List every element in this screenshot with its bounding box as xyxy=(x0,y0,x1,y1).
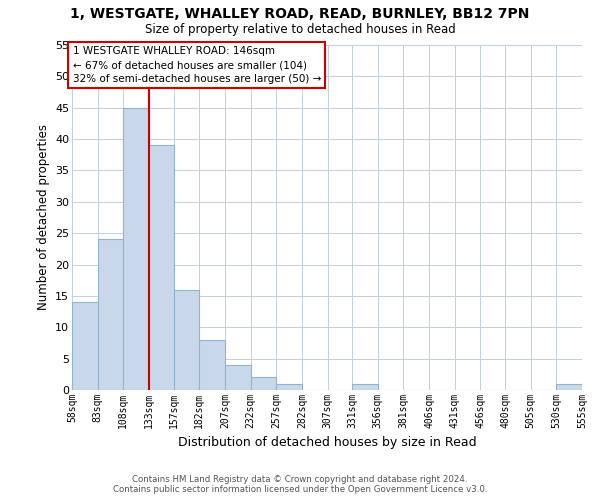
Bar xyxy=(276,384,302,390)
Bar xyxy=(225,365,251,390)
Bar xyxy=(124,108,149,390)
Text: Contains HM Land Registry data © Crown copyright and database right 2024.
Contai: Contains HM Land Registry data © Crown c… xyxy=(113,474,487,494)
Bar xyxy=(149,146,173,390)
Y-axis label: Number of detached properties: Number of detached properties xyxy=(37,124,50,310)
Bar xyxy=(72,302,98,390)
Bar xyxy=(199,340,225,390)
Text: 1, WESTGATE, WHALLEY ROAD, READ, BURNLEY, BB12 7PN: 1, WESTGATE, WHALLEY ROAD, READ, BURNLEY… xyxy=(70,8,530,22)
Bar xyxy=(173,290,199,390)
Text: Size of property relative to detached houses in Read: Size of property relative to detached ho… xyxy=(145,22,455,36)
Bar xyxy=(352,384,378,390)
Bar xyxy=(556,384,582,390)
Bar xyxy=(251,378,276,390)
X-axis label: Distribution of detached houses by size in Read: Distribution of detached houses by size … xyxy=(178,436,476,450)
Text: 1 WESTGATE WHALLEY ROAD: 146sqm
← 67% of detached houses are smaller (104)
32% o: 1 WESTGATE WHALLEY ROAD: 146sqm ← 67% of… xyxy=(73,46,321,84)
Bar xyxy=(98,240,124,390)
